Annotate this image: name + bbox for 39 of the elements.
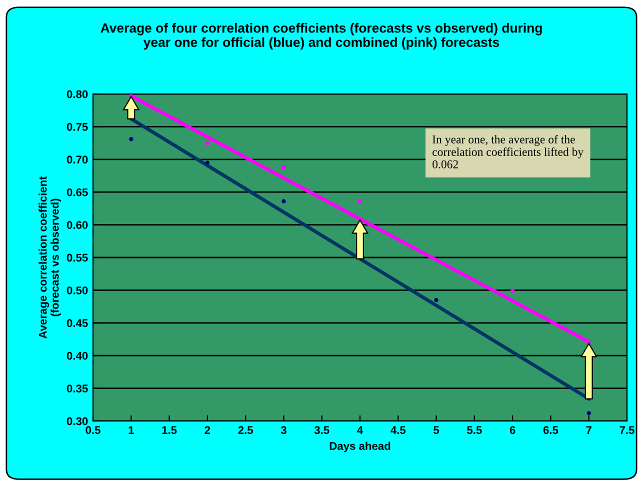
x-tick-label: 3 xyxy=(280,426,286,434)
y-axis-title: Average correlation coefficient (forecast vs observed) xyxy=(38,176,61,339)
y-tick-label: 0.30 xyxy=(66,417,88,426)
x-tick-label: 7 xyxy=(586,426,592,434)
y-tick-label: 0.80 xyxy=(66,90,88,98)
x-tick-label: 6.5 xyxy=(543,426,558,434)
point xyxy=(205,160,210,165)
x-tick-label: 5.5 xyxy=(467,426,482,434)
y-tick-label: 0.65 xyxy=(66,188,88,196)
annotation: In year one, the average of the correlation coefficients lifted by 0.062 xyxy=(432,134,584,168)
x-tick-label: 4.5 xyxy=(390,426,406,434)
y-tick-label: 0.45 xyxy=(66,319,88,328)
x-tick-label: 2.5 xyxy=(238,426,253,434)
point xyxy=(434,298,438,302)
x-tick-label: 4 xyxy=(357,426,364,434)
y-tick-label: 0.60 xyxy=(66,221,88,229)
x-tick-label: 0.5 xyxy=(86,426,100,434)
point xyxy=(510,288,515,293)
y-tick-label: 0.70 xyxy=(66,156,88,164)
x-axis-title: Days ahead xyxy=(330,442,390,452)
point xyxy=(205,140,210,146)
x-tick-label: 1.5 xyxy=(162,426,177,434)
y-tick-label: 0.35 xyxy=(66,384,88,392)
point xyxy=(282,199,286,204)
y-tick-label: 0.75 xyxy=(66,122,88,131)
point xyxy=(586,411,591,416)
y-tick-label: 0.50 xyxy=(66,286,88,294)
x-tick-label: 1 xyxy=(128,426,134,434)
x-tick-label: 5 xyxy=(434,426,440,434)
x-tick-label: 3.5 xyxy=(314,426,330,434)
chart-title: Average of four correlation coefficients (forecasts vs observed) during year one for official (blue) and combined (pink) forecasts xyxy=(100,23,542,50)
x-tick-label: 7.5 xyxy=(620,426,634,434)
x-tick-label: 2 xyxy=(204,426,210,434)
point xyxy=(282,165,286,170)
point xyxy=(129,137,134,142)
y-tick-label: 0.40 xyxy=(66,352,88,360)
point xyxy=(358,199,362,204)
y-tick-label: 0.55 xyxy=(66,254,88,262)
x-tick-label: 6 xyxy=(510,426,516,434)
